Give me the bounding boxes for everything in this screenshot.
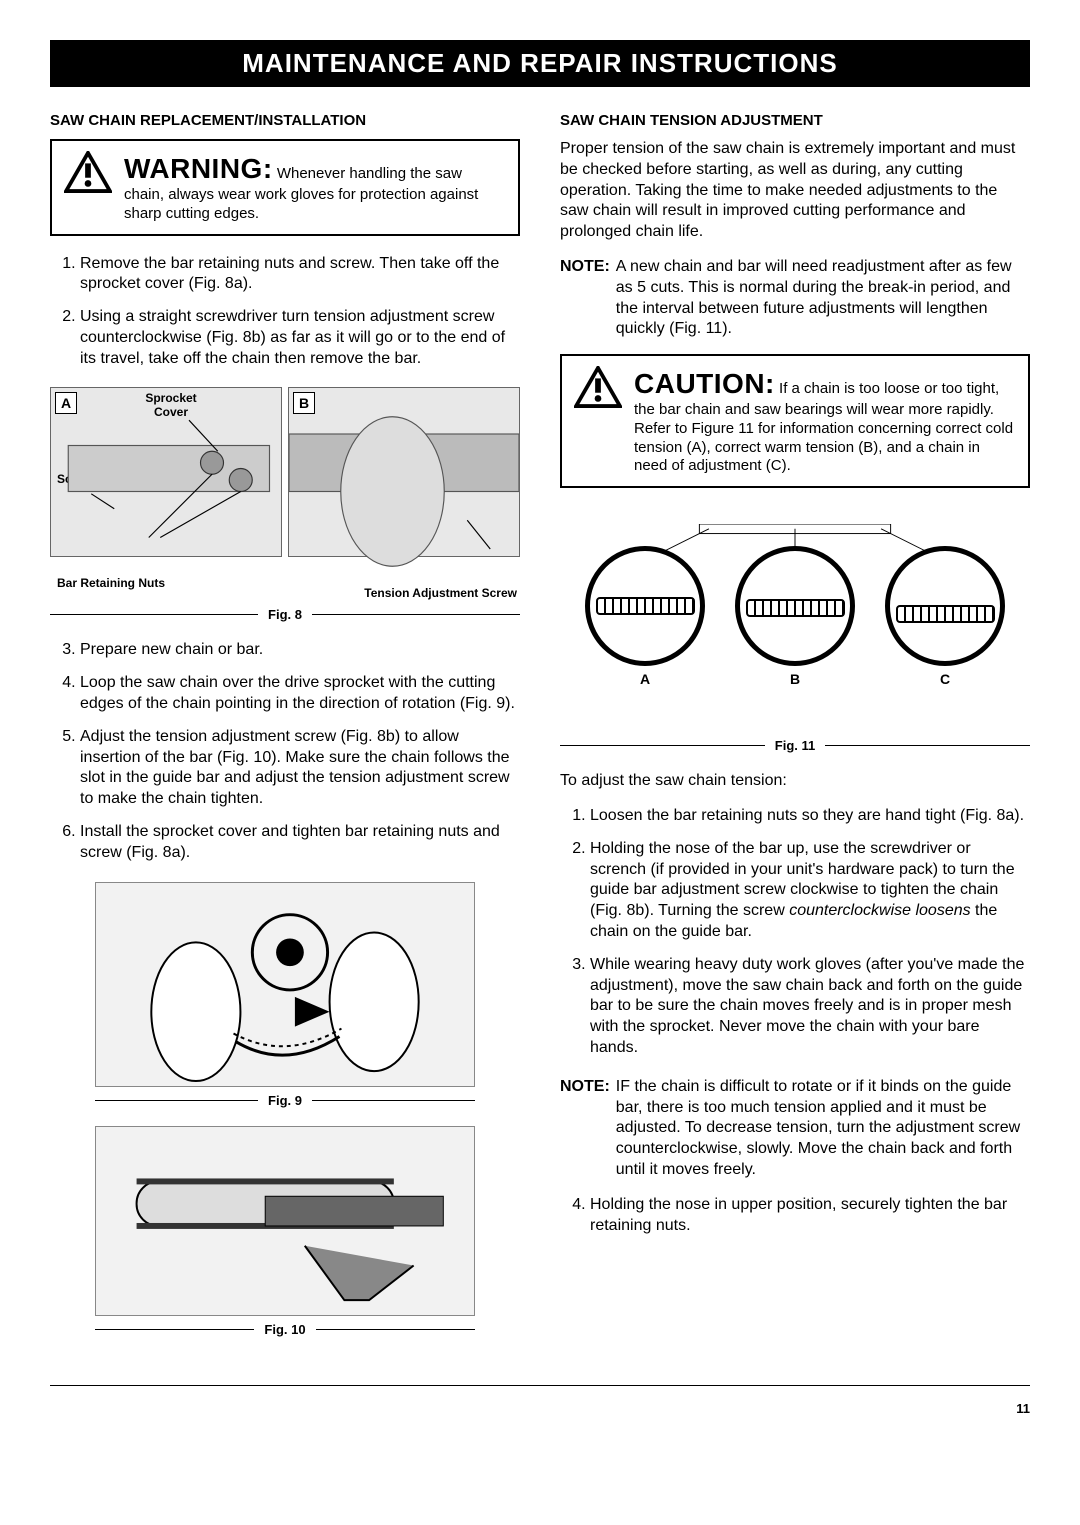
fig9-caption: Fig. 9 (258, 1093, 312, 1108)
figure-8: A Sprocket Cover Screw Bar Retaining Nut… (50, 387, 520, 622)
caution-icon (574, 366, 622, 408)
note-1: NOTE: A new chain and bar will need read… (560, 257, 1030, 340)
fig11-caption: Fig. 11 (765, 738, 825, 753)
fig8b-drawing (289, 388, 519, 584)
content-columns: SAW CHAIN REPLACEMENT/INSTALLATION WARNI… (50, 112, 1030, 1386)
callout-tension-screw: Tension Adjustment Screw (364, 587, 517, 600)
fig8-caption: Fig. 8 (258, 607, 312, 622)
fig11-label-a: A (640, 671, 650, 687)
figure-11: A B C Fig. 11 (560, 506, 1030, 753)
right-column: SAW CHAIN TENSION ADJUSTMENT Proper tens… (560, 112, 1030, 1355)
fig8-panels: A Sprocket Cover Screw Bar Retaining Nut… (50, 387, 520, 557)
left-steps-a: Remove the bar retaining nuts and screw.… (50, 254, 520, 370)
list-item: Holding the nose in upper position, secu… (590, 1195, 1030, 1237)
warning-bigword: WARNING: (124, 153, 273, 184)
note1-label: NOTE: (560, 257, 610, 340)
fig11-drawing: A B C (560, 506, 1030, 706)
adjust-intro: To adjust the saw chain tension: (560, 771, 1030, 792)
right-intro: Proper tension of the saw chain is extre… (560, 139, 1030, 243)
note-2: NOTE: IF the chain is difficult to rotat… (560, 1077, 1030, 1181)
warning-icon (64, 151, 112, 193)
note2-label: NOTE: (560, 1077, 610, 1181)
note1-text: A new chain and bar will need readjustme… (616, 257, 1030, 340)
list-item: While wearing heavy duty work gloves (af… (590, 955, 1030, 1059)
list-item: Holding the nose of the bar up, use the … (590, 839, 1030, 943)
page-title-bar: MAINTENANCE AND REPAIR INSTRUCTIONS (50, 40, 1030, 87)
list-item: Using a straight screwdriver turn tensio… (80, 307, 520, 369)
warning-text: WARNING: Whenever handling the saw chain… (124, 151, 506, 224)
list-item: Loop the saw chain over the drive sprock… (80, 673, 520, 715)
right-section-title: SAW CHAIN TENSION ADJUSTMENT (560, 112, 1030, 129)
fig8a-drawing (51, 388, 281, 584)
figure-9: Fig. 9 (50, 882, 520, 1108)
warning-box: WARNING: Whenever handling the saw chain… (50, 139, 520, 236)
left-steps-b: Prepare new chain or bar. Loop the saw c… (50, 640, 520, 863)
note2-text: IF the chain is difficult to rotate or i… (616, 1077, 1030, 1181)
list-item: Loosen the bar retaining nuts so they ar… (590, 806, 1030, 827)
fig9-drawing (95, 882, 475, 1087)
page-title: MAINTENANCE AND REPAIR INSTRUCTIONS (242, 48, 837, 78)
right-steps: Loosen the bar retaining nuts so they ar… (560, 806, 1030, 1059)
fig10-caption: Fig. 10 (254, 1322, 315, 1337)
left-column: SAW CHAIN REPLACEMENT/INSTALLATION WARNI… (50, 112, 520, 1355)
right-step-4: Holding the nose in upper position, secu… (560, 1195, 1030, 1237)
fig11-circle-b: B (735, 546, 855, 666)
list-item: Prepare new chain or bar. (80, 640, 520, 661)
fig11-label-c: C (940, 671, 950, 687)
list-item: Adjust the tension adjustment screw (Fig… (80, 727, 520, 810)
list-item: Remove the bar retaining nuts and screw.… (80, 254, 520, 296)
fig10-drawing (95, 1126, 475, 1316)
caution-box: CAUTION: If a chain is too loose or too … (560, 354, 1030, 488)
fig8-panel-a: A Sprocket Cover Screw Bar Retaining Nut… (50, 387, 282, 557)
left-section-title: SAW CHAIN REPLACEMENT/INSTALLATION (50, 112, 520, 129)
fig11-circle-c: C (885, 546, 1005, 666)
figure-10: Fig. 10 (50, 1126, 520, 1337)
caution-bigword: CAUTION: (634, 368, 775, 399)
step2-italic: counterclockwise loosens (789, 902, 970, 919)
fig11-label-b: B (790, 671, 800, 687)
fig8-panel-b: B Tension Adjustment Screw (288, 387, 520, 557)
caution-text: CAUTION: If a chain is too loose or too … (634, 366, 1016, 476)
fig11-circle-a: A (585, 546, 705, 666)
page-number: 11 (50, 1401, 1030, 1416)
list-item: Install the sprocket cover and tighten b… (80, 822, 520, 864)
